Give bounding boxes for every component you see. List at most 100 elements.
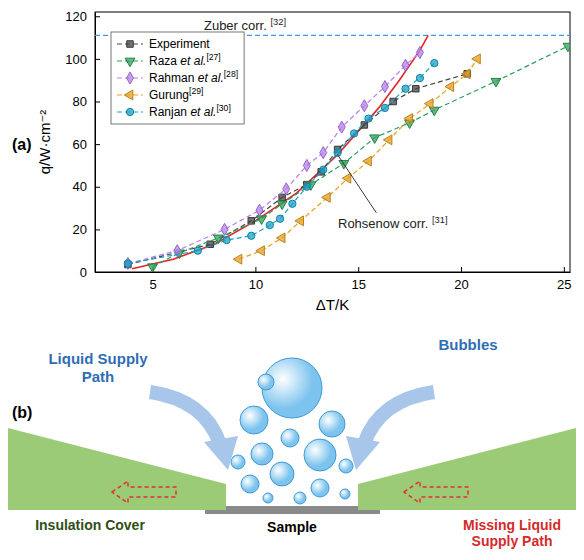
y-tick-mark	[95, 272, 100, 273]
data-point	[223, 236, 230, 243]
data-point	[563, 43, 570, 52]
diagram-label: Insulation Cover	[35, 517, 145, 533]
series-line	[128, 52, 420, 263]
x-axis-title: ΔT/K	[316, 296, 349, 313]
legend-entry: Raza et al.[27]	[117, 52, 221, 68]
data-point	[303, 159, 310, 171]
x-tick: 15	[351, 267, 365, 292]
missing-arrow	[112, 481, 176, 503]
bubble	[294, 492, 306, 504]
legend-marker	[124, 90, 133, 100]
legend-entry: Ranjan et al.[30]	[117, 103, 231, 119]
diagram: (b) Liquid SupplyPath Bubbles Insulation Co…	[8, 336, 576, 549]
series-line	[128, 63, 434, 263]
legend-label: Experiment	[149, 37, 210, 51]
bubble	[281, 429, 299, 447]
data-point	[266, 221, 273, 228]
plot-area	[95, 35, 570, 272]
leader-line	[338, 155, 377, 213]
data-point	[257, 216, 267, 225]
legend-label: Ranjan et al.[30]	[149, 103, 231, 119]
bubble	[263, 493, 273, 503]
data-point	[424, 99, 433, 109]
data-point	[256, 204, 263, 216]
data-point	[350, 130, 357, 137]
data-point	[383, 135, 392, 145]
supply-arrow-head	[346, 436, 380, 470]
data-point	[320, 166, 327, 173]
y-tick-label: 80	[73, 94, 87, 109]
legend-entry: Gurung[29]	[117, 86, 203, 102]
y-tick-label: 40	[73, 179, 87, 194]
y-tick-mark	[95, 229, 100, 230]
y-tick-mark	[95, 102, 100, 103]
insulation-cover	[8, 428, 226, 510]
data-point	[233, 254, 242, 264]
data-point	[221, 223, 228, 235]
data-point	[491, 78, 501, 87]
y-tick: 60	[73, 137, 100, 152]
legend-entry: Rahman et al.[28]	[117, 69, 238, 85]
data-point	[402, 59, 409, 71]
data-point	[390, 98, 396, 104]
data-point	[124, 257, 131, 269]
reference-label: Zuber corr. [32]	[204, 17, 286, 33]
bubble	[311, 479, 329, 497]
data-point	[363, 156, 372, 166]
missing-arrow	[404, 481, 468, 503]
data-point	[416, 46, 423, 58]
data-point	[413, 85, 419, 91]
data-point	[431, 59, 438, 66]
x-axis-line	[96, 272, 571, 273]
y-axis-title: q/W·cm⁻²	[36, 110, 53, 175]
y-axis-line	[95, 13, 96, 273]
data-point	[381, 104, 388, 111]
legend-marker	[125, 58, 135, 67]
y-tick-label: 20	[73, 222, 87, 237]
bubble	[304, 439, 336, 471]
y-tick: 120	[65, 9, 100, 24]
data-point	[148, 264, 158, 272]
diagram-label: Liquid SupplyPath	[48, 350, 148, 385]
data-point	[277, 201, 287, 210]
bubble	[241, 475, 259, 493]
data-point	[248, 232, 255, 239]
sample	[205, 506, 380, 514]
panel-label: (b)	[12, 404, 32, 421]
y-tick-label: 60	[73, 137, 87, 152]
data-point	[194, 247, 201, 254]
y-tick-mark	[95, 16, 100, 17]
x-tick-label: 10	[249, 277, 263, 292]
x-tick-mark	[461, 267, 462, 272]
data-point	[370, 135, 380, 144]
bubble	[340, 489, 350, 499]
data-point	[279, 194, 285, 200]
y-tick-label: 0	[80, 265, 87, 280]
data-point	[342, 173, 351, 183]
data-point	[361, 100, 368, 112]
y-tick-mark	[95, 144, 100, 145]
diagram-label: Sample	[267, 519, 317, 535]
x-tick: 10	[249, 267, 263, 292]
y-tick: 80	[73, 94, 100, 109]
data-point	[295, 216, 304, 226]
x-axis: 510152025	[96, 267, 572, 292]
data-point	[289, 200, 296, 207]
data-point	[283, 183, 290, 195]
bubble	[251, 443, 273, 465]
y-tick: 100	[65, 52, 100, 67]
bubble	[319, 411, 345, 437]
data-point	[445, 82, 454, 92]
bubble	[240, 406, 268, 434]
supply-arrow	[150, 392, 220, 444]
diagram-label: Bubbles	[438, 336, 497, 353]
legend-marker	[127, 41, 133, 47]
x-tick: 25	[557, 267, 571, 292]
bubble	[339, 459, 353, 473]
data-point	[404, 114, 413, 124]
series-line	[239, 59, 478, 259]
insulation-cover	[358, 428, 576, 510]
data-point	[402, 85, 409, 92]
y-tick: 40	[73, 179, 100, 194]
y-tick-label: 120	[65, 9, 87, 24]
